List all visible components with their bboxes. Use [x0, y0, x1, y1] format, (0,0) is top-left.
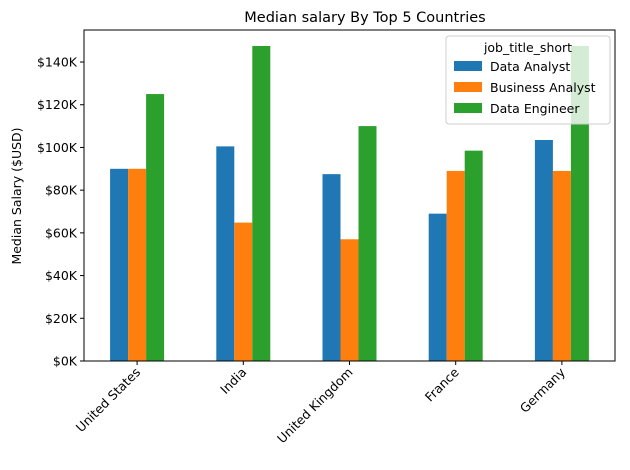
y-tick-label: $100K: [37, 140, 78, 155]
bar-business-analyst-4: [552, 170, 571, 361]
y-tick-label: $20K: [45, 311, 78, 326]
x-tick-label: France: [422, 364, 462, 404]
legend-swatch: [454, 61, 482, 71]
bar-data-engineer-4: [570, 46, 589, 362]
bar-business-analyst-0: [128, 168, 147, 361]
bar-data-analyst-1: [216, 146, 235, 361]
y-tick-label: $60K: [45, 225, 78, 240]
bar-business-analyst-2: [340, 239, 359, 361]
x-tick-label: Germany: [517, 364, 569, 416]
legend-swatch: [454, 103, 482, 113]
chart-title: Median salary By Top 5 Countries: [244, 10, 485, 26]
bar-data-analyst-3: [428, 213, 447, 361]
bar-data-engineer-3: [464, 150, 483, 361]
bar-data-analyst-0: [110, 168, 129, 361]
bar-data-engineer-0: [146, 94, 165, 361]
legend-box: [445, 35, 611, 125]
legend-label: Data Engineer: [490, 101, 580, 116]
y-axis-label: Median Salary ($USD): [9, 127, 24, 264]
x-tick-label: United States: [73, 365, 143, 435]
bar-data-engineer-2: [358, 126, 377, 361]
legend-label: Data Analyst: [490, 59, 570, 74]
bar-data-analyst-2: [322, 174, 341, 361]
bar-business-analyst-3: [446, 170, 465, 361]
x-tick-label: United Kingdom: [274, 365, 356, 447]
y-tick-label: $40K: [45, 268, 78, 283]
y-tick-label: $80K: [45, 183, 78, 198]
y-tick-label: $140K: [37, 55, 78, 70]
y-tick-label: $120K: [37, 97, 78, 112]
bar-data-analyst-4: [534, 139, 553, 361]
bar-data-engineer-1: [252, 46, 271, 362]
x-tick-label: India: [217, 365, 249, 397]
bar-business-analyst-1: [234, 222, 253, 361]
legend: job_title_short Data Analyst Business Anal…: [445, 35, 611, 125]
legend-title: job_title_short: [483, 40, 572, 55]
legend-swatch: [454, 82, 482, 92]
legend-label: Business Analyst: [490, 80, 596, 95]
y-tick-label: $0K: [53, 354, 78, 369]
